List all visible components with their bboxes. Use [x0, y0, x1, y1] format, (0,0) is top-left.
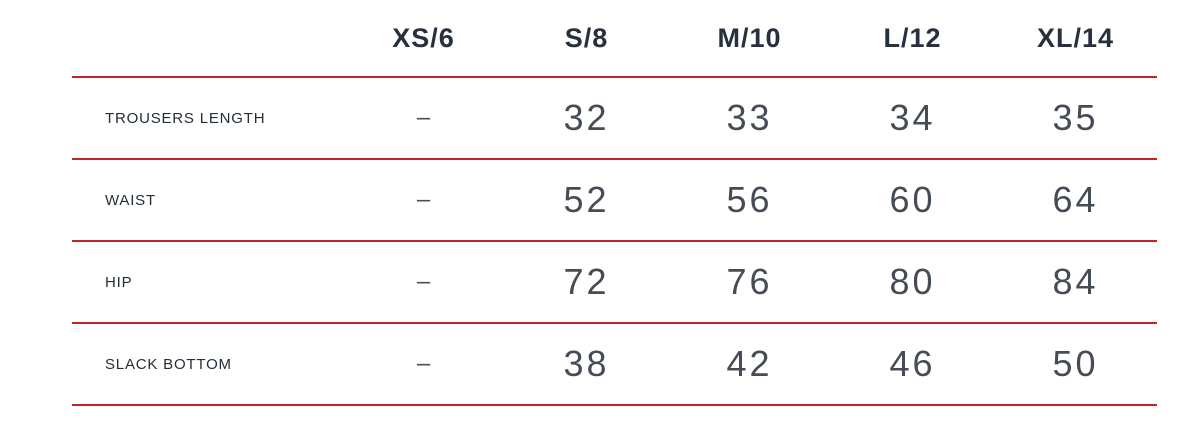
- cell-value: 50: [1052, 343, 1099, 384]
- cell-value: 42: [726, 343, 773, 384]
- cell-value: 60: [889, 179, 936, 220]
- row-label: TROUSERS LENGTH: [105, 109, 266, 127]
- table-header-row: XS/6 S/8 M/10 L/12 XL/14: [72, 0, 1157, 78]
- cell-value: 84: [1052, 261, 1099, 302]
- cell-value: –: [416, 186, 431, 213]
- cell-value: 32: [563, 97, 610, 138]
- cell-value: –: [416, 104, 431, 131]
- cell-value: 52: [563, 179, 610, 220]
- cell-value: 33: [726, 97, 773, 138]
- cell-value: 72: [563, 261, 610, 302]
- table-row-waist: WAIST – 52 56 60 64: [72, 160, 1157, 242]
- cell-value: 38: [563, 343, 610, 384]
- column-header-xl-14: XL/14: [1036, 22, 1115, 53]
- cell-value: 64: [1052, 179, 1099, 220]
- table-row-trousers-length: TROUSERS LENGTH – 32 33 34 35: [72, 78, 1157, 160]
- cell-value: 35: [1052, 97, 1099, 138]
- column-header-l-12: L/12: [883, 22, 942, 53]
- column-header-m-10: M/10: [717, 22, 782, 53]
- column-header-xs-6: XS/6: [392, 22, 455, 53]
- row-label: HIP: [105, 273, 133, 291]
- column-header-s-8: S/8: [564, 22, 609, 53]
- cell-value: –: [416, 350, 431, 377]
- cell-value: 80: [889, 261, 936, 302]
- row-label: WAIST: [105, 191, 156, 209]
- cell-value: 34: [889, 97, 936, 138]
- cell-value: 76: [726, 261, 773, 302]
- size-chart-table: XS/6 S/8 M/10 L/12 XL/14 TROUSERS LENGTH…: [72, 0, 1157, 406]
- row-label: SLACK BOTTOM: [105, 355, 232, 373]
- table-row-slack-bottom: SLACK BOTTOM – 38 42 46 50: [72, 324, 1157, 406]
- cell-value: 46: [889, 343, 936, 384]
- table-row-hip: HIP – 72 76 80 84: [72, 242, 1157, 324]
- cell-value: –: [416, 268, 431, 295]
- cell-value: 56: [726, 179, 773, 220]
